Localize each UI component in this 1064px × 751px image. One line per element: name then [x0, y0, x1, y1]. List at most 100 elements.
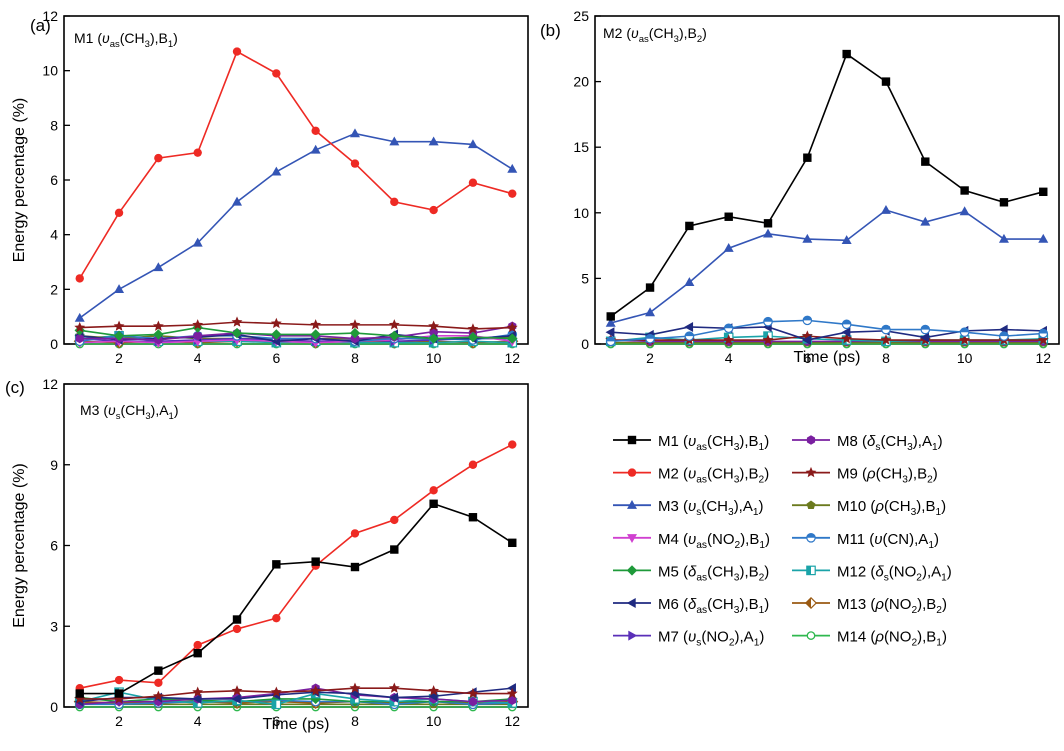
x-tick-label: 2: [115, 713, 123, 729]
y-tick-label: 5: [581, 270, 589, 286]
data-point-m1: [232, 615, 242, 624]
series-m3: [74, 128, 518, 322]
data-point-m5: [271, 329, 282, 340]
data-point-m1: [724, 212, 733, 221]
data-point-m5: [231, 327, 243, 339]
data-point-m11: [684, 331, 695, 341]
data-point-m3: [645, 307, 656, 317]
y-tick-label: 0: [581, 336, 589, 352]
data-point-m9: [310, 685, 322, 696]
y-tick-label: 20: [573, 74, 589, 90]
data-point-m9: [388, 319, 400, 330]
data-point-m2: [232, 624, 242, 634]
data-point-m3: [114, 284, 125, 294]
data-point-m3: [880, 204, 891, 214]
y-tick-label: 4: [50, 227, 58, 243]
legend-label-m14: M14 (ρ(NO2​),B1​): [837, 629, 947, 649]
legend-marker-m2: [627, 468, 637, 477]
x-tick-label: 2: [115, 350, 123, 366]
y-tick-label: 6: [50, 538, 58, 554]
x-tick-label: 2: [646, 350, 654, 366]
data-point-m2: [390, 515, 399, 525]
series-line-m2: [79, 443, 513, 689]
x-tick-label: 10: [426, 350, 442, 366]
series-line-m1: [79, 502, 513, 695]
data-point-m9: [506, 321, 518, 333]
series-line-m8: [79, 325, 513, 341]
legend-item-m11: M11 (υ(CN),A1​): [792, 531, 939, 551]
panel-title: M3 (υs​(CH3​),A1​): [80, 402, 179, 422]
data-point-m2: [468, 460, 478, 469]
y-tick-label: 0: [50, 336, 58, 352]
series-line-m6: [79, 687, 513, 703]
series-m1: [75, 499, 517, 698]
data-point-m3: [428, 136, 439, 146]
data-point-m3: [959, 206, 970, 216]
series-line-m6: [610, 326, 1044, 341]
series-m5: [74, 322, 518, 344]
series-line-m9: [79, 687, 513, 700]
data-point-m1: [311, 557, 320, 566]
panel-letter: (a): [30, 16, 51, 35]
data-point-m12: [271, 699, 282, 710]
data-point-m8: [75, 333, 84, 344]
legend-item-m8: M8 (δs​(CH3​),A1​): [792, 433, 943, 453]
data-point-m3: [271, 166, 282, 176]
y-tick-label: 3: [50, 618, 58, 634]
x-tick-label: 8: [351, 350, 359, 366]
series-m9: [74, 316, 518, 334]
data-point-m9: [467, 323, 479, 334]
x-axis-title: Time (ps): [794, 349, 861, 366]
data-point-m6: [920, 332, 930, 343]
data-point-m6: [841, 327, 851, 338]
data-point-m1: [803, 153, 812, 162]
data-point-m9: [113, 320, 125, 331]
legend-marker-m11: [806, 532, 816, 543]
x-axis-title: Time (ps): [263, 716, 330, 733]
x-tick-label: 12: [1035, 350, 1051, 366]
x-tick-label: 4: [194, 713, 202, 729]
data-point-m2: [429, 486, 438, 495]
data-point-m3: [920, 216, 931, 226]
data-point-m9: [310, 319, 322, 330]
data-point-m9: [1037, 334, 1049, 345]
data-point-m2: [272, 69, 281, 78]
data-point-m3: [723, 243, 734, 252]
data-point-m11: [841, 319, 852, 330]
legend-marker-m3: [627, 500, 637, 509]
x-tick-label: 12: [504, 350, 520, 366]
data-point-m6: [192, 693, 202, 704]
x-tick-label: 10: [426, 713, 442, 729]
data-point-m2: [311, 126, 320, 135]
series-line-m9: [610, 335, 1044, 341]
x-tick-label: 12: [504, 713, 520, 729]
data-point-m9: [428, 685, 440, 696]
data-point-m9: [231, 316, 243, 327]
series-m11: [605, 315, 1049, 347]
data-point-m9: [270, 317, 282, 329]
data-point-m3: [684, 277, 695, 287]
data-point-m2: [350, 529, 360, 538]
y-tick-label: 2: [50, 281, 58, 297]
data-point-m9: [152, 320, 164, 331]
data-point-m5: [113, 330, 125, 341]
y-tick-label: 9: [50, 457, 58, 473]
data-point-m9: [841, 333, 853, 344]
data-point-m2: [508, 189, 517, 198]
y-axis-title: Energy percentage (%): [11, 98, 28, 263]
series-line-m1: [610, 52, 1044, 318]
data-point-m9: [428, 320, 440, 331]
data-point-m11: [920, 324, 931, 335]
legend-marker-m12: [806, 565, 816, 576]
x-tick-label: 8: [351, 713, 359, 729]
data-point-m1: [685, 221, 694, 231]
y-tick-label: 6: [50, 172, 58, 188]
series-line-m2: [79, 50, 513, 279]
legend-label-m11: M11 (υ(CN),A1​): [837, 531, 939, 551]
x-tick-label: 10: [957, 350, 973, 366]
y-tick-label: 0: [50, 699, 58, 715]
data-point-m2: [272, 613, 281, 623]
data-point-m6: [684, 321, 694, 332]
series-m3: [605, 204, 1049, 327]
legend-item-m7: M7 (υs​(NO2​),A1​): [613, 629, 764, 649]
